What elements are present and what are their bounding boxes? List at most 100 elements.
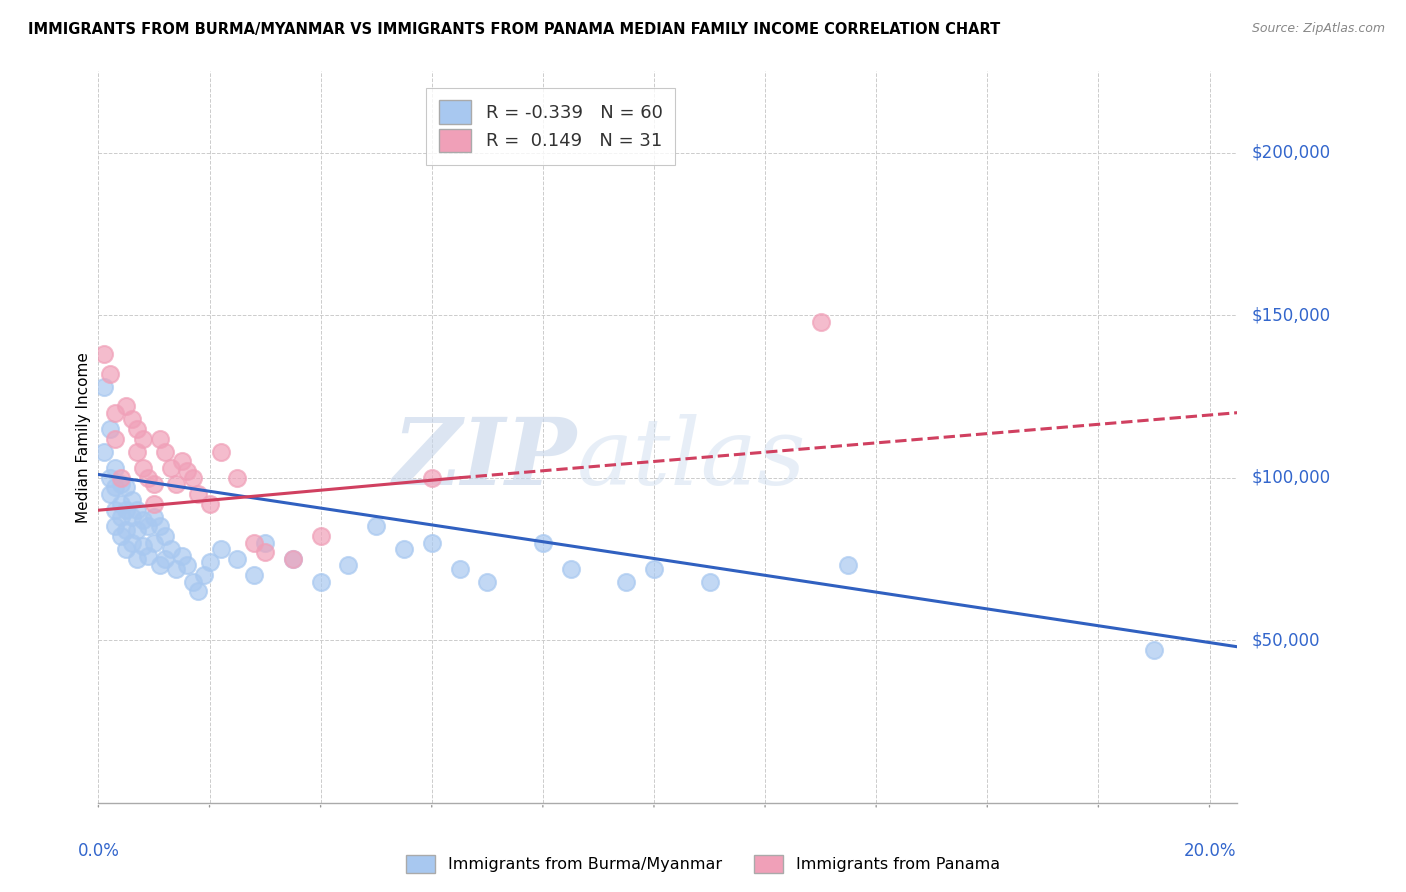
- Point: [243, 535, 266, 549]
- Point: [110, 509, 132, 524]
- Point: [148, 519, 170, 533]
- Point: [477, 574, 499, 589]
- Legend: R = -0.339   N = 60, R =  0.149   N = 31: R = -0.339 N = 60, R = 0.149 N = 31: [426, 87, 675, 165]
- Point: [104, 519, 127, 533]
- Point: [643, 562, 665, 576]
- Point: [132, 432, 155, 446]
- Point: [181, 471, 204, 485]
- Point: [98, 422, 121, 436]
- Point: [281, 552, 304, 566]
- Point: [110, 529, 132, 543]
- Point: [392, 542, 415, 557]
- Point: [93, 444, 115, 458]
- Point: [193, 568, 215, 582]
- Point: [810, 315, 832, 329]
- Point: [121, 493, 143, 508]
- Point: [127, 552, 149, 566]
- Point: [121, 535, 143, 549]
- Point: [110, 471, 132, 485]
- Text: ZIP: ZIP: [392, 414, 576, 504]
- Point: [560, 562, 582, 576]
- Point: [209, 444, 232, 458]
- Point: [115, 503, 138, 517]
- Point: [98, 471, 121, 485]
- Point: [127, 444, 149, 458]
- Point: [1143, 643, 1166, 657]
- Point: [165, 562, 187, 576]
- Point: [121, 509, 143, 524]
- Point: [143, 535, 166, 549]
- Point: [98, 367, 121, 381]
- Point: [176, 464, 198, 478]
- Text: $100,000: $100,000: [1251, 468, 1330, 487]
- Point: [115, 399, 138, 413]
- Text: atlas: atlas: [576, 414, 806, 504]
- Point: [143, 509, 166, 524]
- Point: [254, 535, 277, 549]
- Point: [148, 558, 170, 573]
- Y-axis label: Median Family Income: Median Family Income: [76, 351, 91, 523]
- Point: [138, 549, 160, 563]
- Text: 0.0%: 0.0%: [77, 842, 120, 860]
- Point: [104, 406, 127, 420]
- Text: IMMIGRANTS FROM BURMA/MYANMAR VS IMMIGRANTS FROM PANAMA MEDIAN FAMILY INCOME COR: IMMIGRANTS FROM BURMA/MYANMAR VS IMMIGRA…: [28, 22, 1001, 37]
- Point: [420, 471, 443, 485]
- Point: [127, 503, 149, 517]
- Point: [104, 480, 127, 494]
- Point: [159, 461, 181, 475]
- Point: [198, 555, 221, 569]
- Point: [132, 513, 155, 527]
- Point: [420, 535, 443, 549]
- Point: [254, 545, 277, 559]
- Point: [110, 477, 132, 491]
- Point: [143, 497, 166, 511]
- Point: [309, 574, 332, 589]
- Point: [209, 542, 232, 557]
- Point: [187, 487, 209, 501]
- Point: [93, 380, 115, 394]
- Text: 20.0%: 20.0%: [1184, 842, 1236, 860]
- Point: [132, 461, 155, 475]
- Point: [531, 535, 554, 549]
- Point: [110, 497, 132, 511]
- Point: [198, 497, 221, 511]
- Point: [281, 552, 304, 566]
- Text: Source: ZipAtlas.com: Source: ZipAtlas.com: [1251, 22, 1385, 36]
- Point: [148, 432, 170, 446]
- Point: [153, 444, 176, 458]
- Point: [127, 422, 149, 436]
- Point: [159, 542, 181, 557]
- Point: [138, 471, 160, 485]
- Point: [181, 574, 204, 589]
- Point: [127, 523, 149, 537]
- Point: [226, 471, 249, 485]
- Point: [170, 549, 193, 563]
- Point: [165, 477, 187, 491]
- Point: [104, 432, 127, 446]
- Point: [176, 558, 198, 573]
- Point: [837, 558, 859, 573]
- Point: [699, 574, 721, 589]
- Point: [98, 487, 121, 501]
- Point: [104, 461, 127, 475]
- Point: [143, 477, 166, 491]
- Point: [337, 558, 360, 573]
- Point: [187, 584, 209, 599]
- Point: [614, 574, 637, 589]
- Point: [226, 552, 249, 566]
- Text: $200,000: $200,000: [1251, 144, 1330, 161]
- Point: [121, 412, 143, 426]
- Legend: Immigrants from Burma/Myanmar, Immigrants from Panama: Immigrants from Burma/Myanmar, Immigrant…: [399, 848, 1007, 880]
- Point: [138, 519, 160, 533]
- Text: $150,000: $150,000: [1251, 306, 1330, 324]
- Point: [132, 539, 155, 553]
- Point: [153, 552, 176, 566]
- Point: [93, 347, 115, 361]
- Point: [366, 519, 388, 533]
- Point: [449, 562, 471, 576]
- Point: [243, 568, 266, 582]
- Point: [170, 454, 193, 468]
- Point: [115, 480, 138, 494]
- Point: [104, 503, 127, 517]
- Point: [153, 529, 176, 543]
